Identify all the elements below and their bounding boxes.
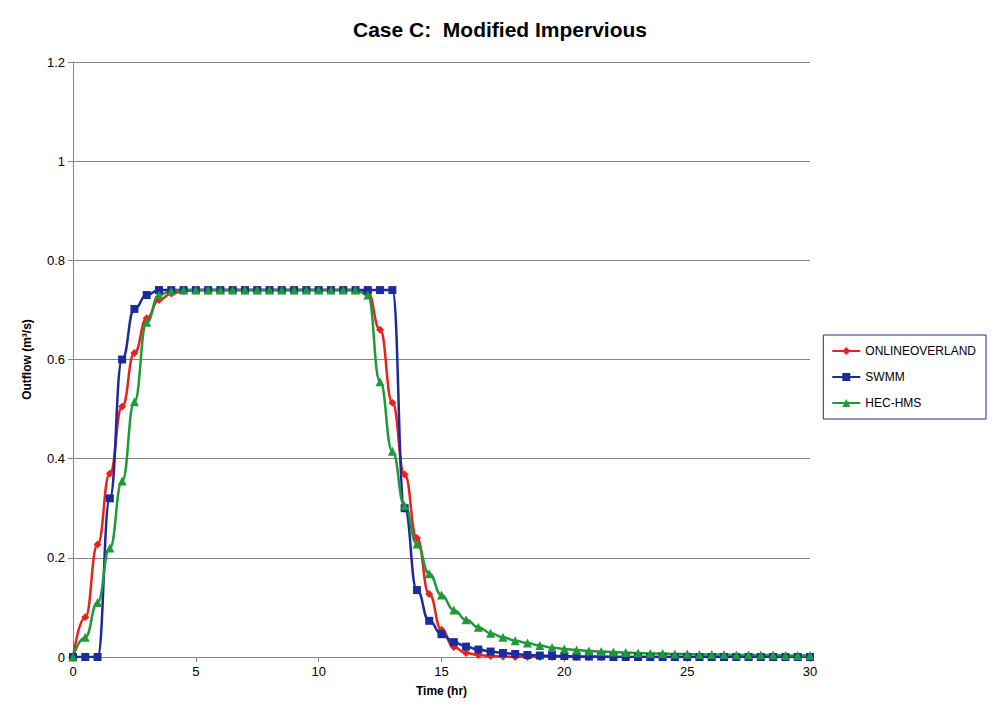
svg-text:5: 5 xyxy=(192,664,199,679)
svg-text:Time (hr): Time (hr) xyxy=(416,684,467,698)
svg-text:10: 10 xyxy=(311,664,325,679)
svg-text:0: 0 xyxy=(69,664,76,679)
svg-text:0.6: 0.6 xyxy=(47,352,65,367)
svg-text:ONLINEOVERLAND: ONLINEOVERLAND xyxy=(865,344,976,358)
svg-text:1: 1 xyxy=(58,154,65,169)
svg-text:HEC-HMS: HEC-HMS xyxy=(865,396,921,410)
svg-text:25: 25 xyxy=(680,664,694,679)
svg-text:SWMM: SWMM xyxy=(865,370,904,384)
svg-text:0: 0 xyxy=(58,650,65,665)
svg-text:1.2: 1.2 xyxy=(47,55,65,70)
svg-text:0.4: 0.4 xyxy=(47,451,65,466)
svg-text:Case C: Modified Impervious: Case C: Modified Impervious xyxy=(353,18,647,41)
svg-text:30: 30 xyxy=(803,664,817,679)
svg-text:15: 15 xyxy=(434,664,448,679)
svg-text:Outflow (m³/s): Outflow (m³/s) xyxy=(20,319,34,400)
svg-text:0.8: 0.8 xyxy=(47,253,65,268)
svg-text:0.2: 0.2 xyxy=(47,550,65,565)
svg-text:20: 20 xyxy=(557,664,571,679)
